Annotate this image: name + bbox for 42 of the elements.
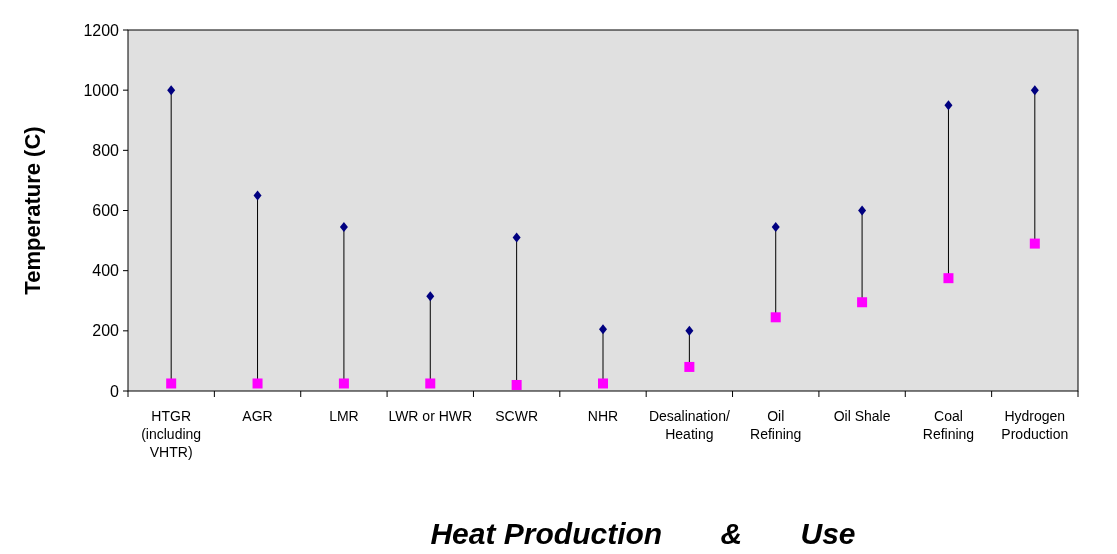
point <box>684 361 695 372</box>
point <box>858 205 867 216</box>
point <box>253 190 262 201</box>
y-tick-label: 1000 <box>83 81 120 99</box>
point <box>943 273 954 284</box>
point <box>685 325 694 336</box>
x-tick-label: HTGR (including VHTR) <box>141 408 202 460</box>
x-tick-label: Coal Refining <box>922 408 975 442</box>
point <box>511 379 522 390</box>
point <box>167 85 176 96</box>
y-tick-label: 800 <box>92 141 120 159</box>
point <box>770 312 781 323</box>
x-tick-label: Oil Shale <box>833 408 891 424</box>
y-axis-title: Temperature (C) <box>20 126 45 295</box>
point <box>338 378 349 389</box>
point <box>426 291 435 302</box>
x-tick-label: Oil Refining <box>750 408 802 442</box>
point <box>1030 85 1039 96</box>
point <box>944 100 953 111</box>
x-tick-label: LWR or HWR <box>388 408 473 424</box>
y-tick-label: 0 <box>110 382 120 400</box>
point <box>599 324 607 335</box>
point <box>252 378 263 389</box>
x-tick-label: SCWR <box>495 408 539 424</box>
x-tick-label: Desalination/ Heating <box>648 408 730 442</box>
point <box>1029 238 1040 249</box>
x-tick-label: Hydrogen Production <box>1001 408 1069 442</box>
y-tick-label: 400 <box>92 262 120 280</box>
y-tick-label: 600 <box>92 202 120 220</box>
y-tick-label: 1200 <box>83 21 120 39</box>
x-tick-label: LMR <box>329 408 359 424</box>
point <box>771 222 780 233</box>
point <box>598 378 608 389</box>
point <box>166 378 177 389</box>
y-tick-label: 200 <box>92 322 120 340</box>
x-axis-title: Heat Production & Use <box>430 517 856 550</box>
x-tick-label: NHR <box>587 408 619 424</box>
point <box>857 297 868 308</box>
point <box>425 378 436 389</box>
x-tick-label: AGR <box>242 408 273 424</box>
point <box>339 222 348 233</box>
point <box>512 232 521 243</box>
